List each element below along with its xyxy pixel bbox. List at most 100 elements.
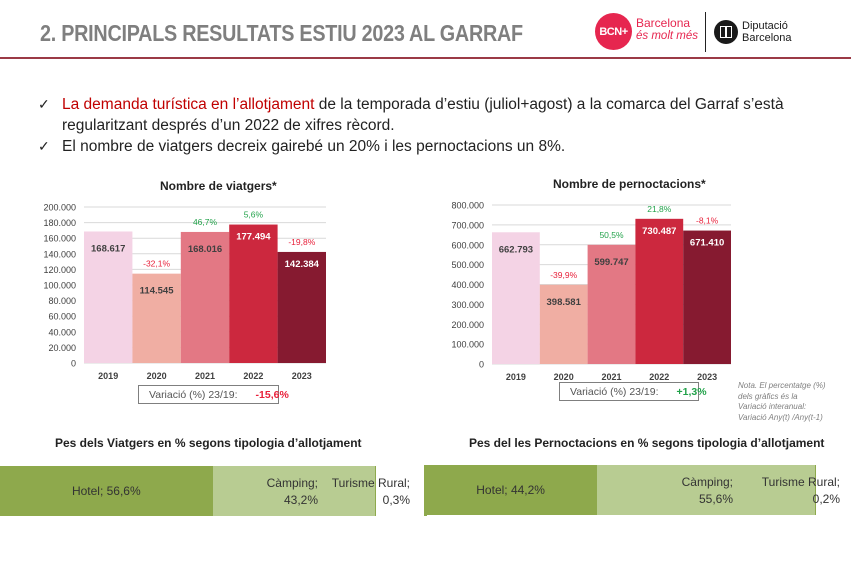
segment-label-hotel: Hotel; 56,6% — [71, 483, 141, 498]
x-tick-label: 2019 — [506, 372, 526, 382]
bullet-highlight: La demanda turística en l’allotjament — [62, 96, 315, 113]
bar-2019 — [84, 231, 133, 363]
header-divider — [0, 57, 851, 59]
x-tick-label: 2022 — [649, 372, 669, 382]
bar-value-label: 177.494 — [236, 232, 271, 243]
bar-2021 — [180, 231, 230, 363]
y-tick-label: 40.000 — [48, 327, 76, 337]
bar-2021 — [587, 244, 636, 364]
page-title: 2. PRINCIPALS RESULTATS ESTIU 2023 AL GA… — [40, 20, 523, 46]
bar-value-label: 168.016 — [188, 244, 222, 255]
y-tick-label: 80.000 — [48, 296, 76, 306]
bar-2022 — [229, 224, 278, 363]
check-icon: ✓ — [38, 96, 50, 112]
segment-label-hotel: Hotel; 44,2% — [476, 482, 545, 497]
x-tick-label: 2020 — [554, 372, 574, 382]
change-label: 21,8% — [647, 204, 672, 214]
variation-box-viatgers: Variació (%) 23/19: -15,6% — [138, 385, 289, 404]
note-line: dels gràfics és la — [738, 391, 798, 401]
bar-2019 — [492, 232, 540, 364]
change-label: -39,9% — [550, 270, 577, 280]
bar-2020 — [539, 284, 588, 364]
bullet-text: de la temporada d’estiu (juliol+agost) a… — [314, 96, 784, 113]
bar-value-label: 398.581 — [547, 297, 582, 308]
bar-value-label: 168.617 — [91, 243, 125, 254]
label-line: 0,2% — [812, 492, 840, 506]
summary-bullets: ✓ La demanda turística en l’allotjament … — [38, 94, 784, 157]
bar-2022 — [635, 218, 684, 364]
label-rural-viatgers: Turisme Rural; 0,3% — [330, 475, 410, 509]
bullet-item: ✓ El nombre de viatgers decreix gairebé … — [38, 136, 784, 157]
change-label: 5,6% — [244, 210, 264, 220]
diputacio-logo-text: Diputació Barcelona — [742, 20, 792, 44]
y-tick-label: 180.000 — [43, 218, 76, 228]
bar-value-label: 662.793 — [499, 244, 533, 255]
x-tick-label: 2019 — [98, 371, 118, 381]
y-tick-label: 200.000 — [451, 320, 484, 330]
y-tick-label: 60.000 — [48, 312, 76, 322]
chart-title-pernoctacions: Nombre de pernoctacions* — [553, 177, 706, 191]
segment-camping — [212, 466, 375, 516]
bullet-text: El nombre de viatgers decreix gairebé un… — [62, 138, 566, 155]
y-tick-label: 800.000 — [451, 201, 484, 211]
variation-label: Variació (%) 23/19: — [149, 388, 238, 401]
label-rural-pernoctacions: Turisme Rural; 0,2% — [757, 474, 840, 508]
note-line: Variació Any(t) /Any(t-1) — [738, 412, 823, 422]
change-label: -19,8% — [288, 237, 315, 247]
y-tick-label: 600.000 — [451, 240, 484, 250]
y-tick-label: 100.000 — [43, 281, 76, 291]
bullet-text-cont: regularitzant després d’un 2022 de xifre… — [62, 117, 395, 134]
segment-hotel: Hotel; 44,2% — [424, 465, 598, 515]
bullet-item: ✓ La demanda turística en l’allotjament … — [38, 94, 784, 136]
label-line: Turisme Rural; — [761, 475, 840, 489]
diputacio-shield-icon — [714, 20, 738, 44]
bar-value-label: 114.545 — [140, 286, 175, 297]
y-tick-label: 120.000 — [43, 265, 76, 275]
variation-box-pernoctacions: Variació (%) 23/19: +1,3% — [559, 382, 707, 401]
x-tick-label: 2020 — [147, 371, 167, 381]
stacked-bar-pernoctacions: Hotel; 44,2% — [424, 465, 816, 515]
label-line: 55,6% — [698, 492, 733, 506]
y-tick-label: 400.000 — [451, 280, 484, 290]
change-label: -32,1% — [143, 259, 170, 269]
label-line: Càmping; — [266, 476, 318, 490]
bar-2023 — [683, 230, 731, 364]
chart-note: Nota. El percentatge (%) dels gràfics és… — [738, 381, 826, 423]
x-tick-label: 2023 — [292, 371, 312, 381]
label-camping-viatgers: Càmping; 43,2% — [265, 475, 318, 509]
bcn-logo-icon: BCN+ — [595, 13, 632, 50]
chart-title-viatgers: Nombre de viatgers* — [160, 179, 277, 193]
bar-value-label: 730.487 — [642, 226, 676, 237]
diputacio-logo-line1: Diputació — [742, 20, 788, 32]
y-tick-label: 0 — [71, 359, 76, 369]
x-tick-label: 2021 — [195, 371, 215, 381]
label-line: 43,2% — [283, 493, 318, 507]
y-tick-label: 160.000 — [43, 234, 76, 244]
bcn-logo-line1: Barcelona — [636, 16, 691, 30]
note-line: Nota. El percentatge (%) — [738, 381, 826, 390]
y-tick-label: 20.000 — [48, 343, 76, 353]
label-line: Càmping; — [681, 475, 733, 489]
label-line: 0,3% — [382, 493, 410, 507]
change-label: 46,7% — [193, 217, 218, 227]
segment-camping — [597, 465, 816, 515]
variation-label: Variació (%) 23/19: — [570, 385, 659, 398]
note-line: Variació interanual: — [738, 402, 807, 411]
stacked-bar-viatgers: Hotel; 56,6% — [0, 466, 376, 516]
x-tick-label: 2022 — [243, 371, 263, 381]
bar-value-label: 671.410 — [690, 238, 724, 249]
chart-pernoctacions: 0 100.000 200.000 300.000 400.000 500.000 600.… — [451, 201, 731, 382]
y-tick-label: 140.000 — [43, 249, 76, 259]
y-tick-label: 0 — [479, 360, 484, 370]
y-tick-label: 200.000 — [43, 203, 76, 213]
segment-hotel: Hotel; 56,6% — [0, 466, 213, 516]
x-tick-label: 2021 — [601, 372, 621, 382]
y-tick-label: 100.000 — [451, 340, 484, 350]
pes-viatgers-title: Pes dels Viatgers en % segons tipologia … — [55, 436, 362, 450]
chart-viatgers: 0 20.000 40.000 60.000 80.000 100.000 120.000 1… — [43, 203, 326, 381]
variation-value: +1,3% — [676, 385, 707, 398]
y-tick-label: 300.000 — [451, 300, 484, 310]
logo-separator — [705, 12, 706, 52]
bcn-logo-line2: és molt més — [636, 30, 698, 42]
check-icon: ✓ — [38, 138, 50, 154]
